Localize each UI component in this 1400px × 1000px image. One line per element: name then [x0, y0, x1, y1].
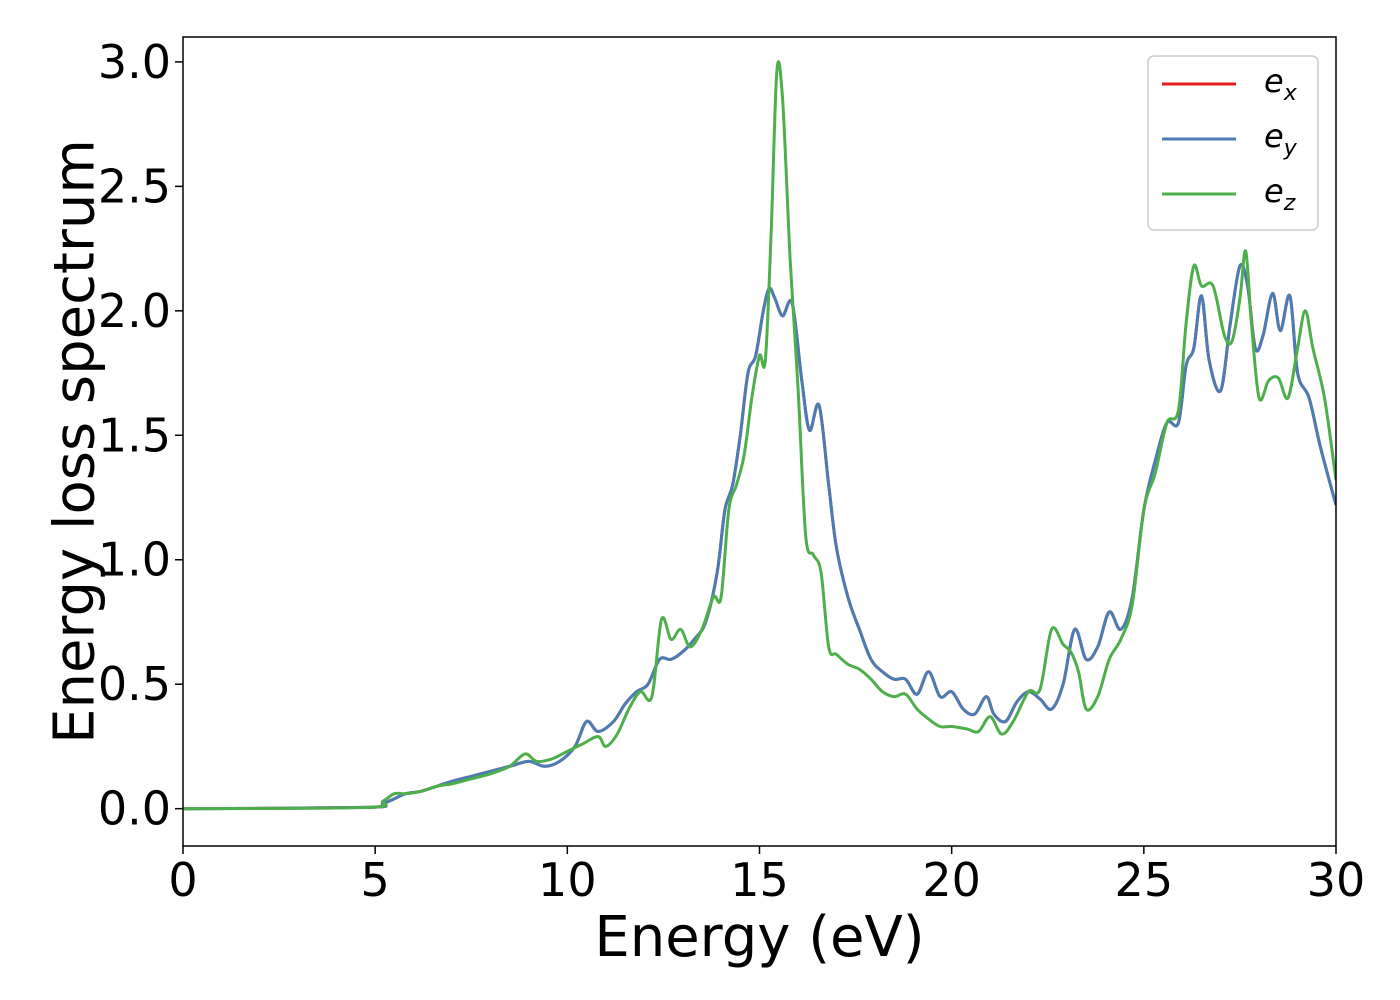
- plot-frame: [182, 36, 1337, 847]
- series-line-e-y: [183, 263, 1336, 811]
- legend-label: ez: [1264, 172, 1296, 216]
- y-tick-label: 0.0: [98, 782, 171, 836]
- y-tick-label: 3.0: [98, 35, 171, 89]
- y-axis-ticks: 0.0 0.5 1.0 1.5 2.0 2.5 3.0: [98, 35, 183, 836]
- x-axis-ticks: 0 5 10 15 20 25 30: [168, 846, 1365, 907]
- x-tick-label: 10: [538, 853, 597, 907]
- y-tick-label: 1.5: [98, 408, 171, 462]
- legend-label-base: e: [1264, 62, 1284, 100]
- y-tick-label: 0.5: [98, 657, 171, 711]
- legend-box: [1147, 55, 1319, 231]
- x-tick-label: 0: [168, 853, 197, 907]
- legend-label-sub: z: [1283, 191, 1296, 216]
- legend-label: ey: [1264, 117, 1298, 161]
- legend-label: ex: [1264, 62, 1298, 106]
- series-layer: [183, 60, 1336, 811]
- x-axis-label: Energy (eV): [594, 905, 924, 970]
- x-tick-label: 5: [361, 853, 390, 907]
- legend-label-sub: x: [1283, 81, 1298, 106]
- x-tick-label: 25: [1115, 853, 1174, 907]
- plot-area: [183, 37, 1336, 846]
- x-tick-label: 20: [922, 853, 981, 907]
- x-tick-label: 15: [730, 853, 789, 907]
- y-tick-label: 2.0: [98, 284, 171, 338]
- legend-label-base: e: [1264, 117, 1284, 155]
- y-tick-label: 2.5: [98, 159, 171, 213]
- series-line-e-z: [183, 60, 1336, 811]
- legend-label-sub: y: [1283, 136, 1298, 161]
- y-tick-label: 1.0: [98, 533, 171, 587]
- legend-label-base: e: [1264, 172, 1284, 210]
- y-axis-label: Energy loss spectrum: [43, 139, 108, 744]
- x-tick-label: 30: [1307, 853, 1366, 907]
